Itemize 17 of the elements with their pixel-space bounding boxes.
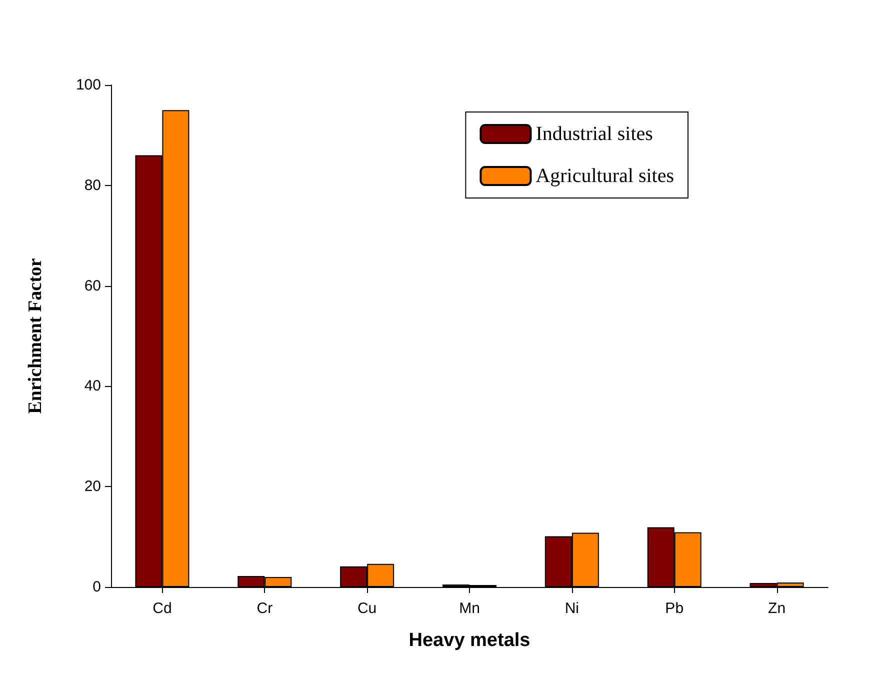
x-tick-label: Cu: [357, 600, 377, 617]
legend-label: Agricultural sites: [536, 165, 674, 187]
y-axis-title: Enrichment Factor: [25, 258, 46, 414]
y-tick-label: 0: [92, 578, 101, 596]
legend-label: Industrial sites: [536, 123, 654, 145]
y-tick-label: 80: [84, 176, 101, 194]
x-tick-label: Cd: [152, 600, 172, 617]
x-tick-label: Pb: [665, 600, 684, 617]
x-tick-label: Mn: [459, 600, 480, 617]
y-tick-label: 20: [84, 478, 101, 496]
x-axis-title: Heavy metals: [408, 630, 530, 651]
x-tick-label: Cr: [256, 600, 273, 617]
y-tick-label: 40: [84, 378, 101, 395]
x-tick-label: Ni: [564, 600, 580, 617]
y-tick-label: 100: [76, 76, 101, 94]
y-tick-label: 60: [84, 277, 101, 294]
x-tick-label: Zn: [768, 600, 786, 617]
